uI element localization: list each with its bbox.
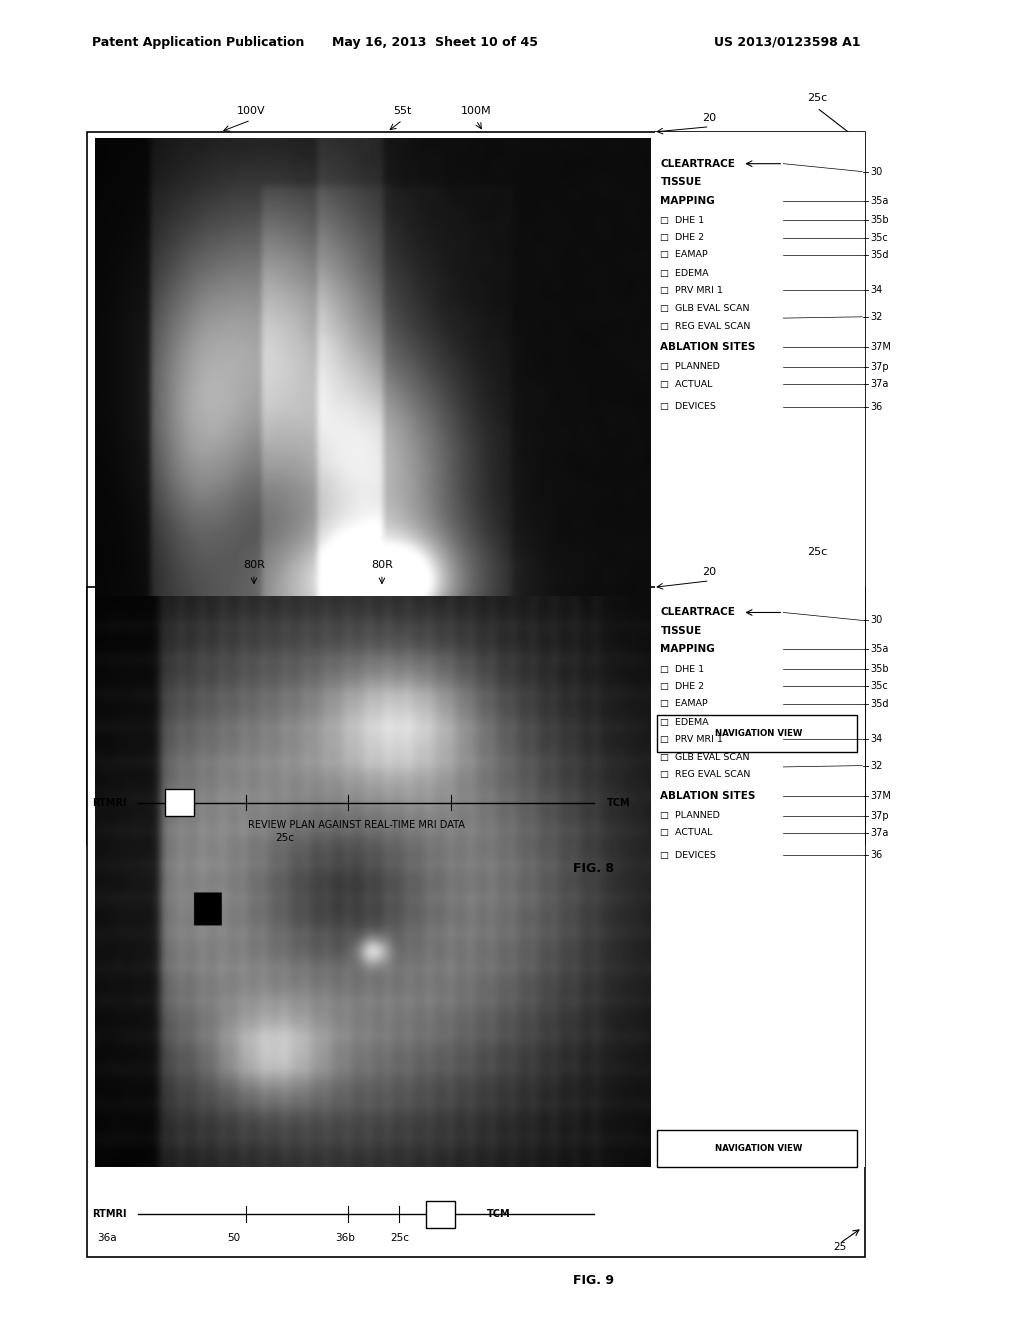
Text: NAVIGATION VIEW: NAVIGATION VIEW <box>715 730 802 738</box>
Text: □  DEVICES: □ DEVICES <box>660 403 717 411</box>
Text: 35d: 35d <box>870 698 889 709</box>
FancyBboxPatch shape <box>655 587 865 1167</box>
Text: 25c: 25c <box>807 92 827 103</box>
Text: FIG. 8: FIG. 8 <box>573 862 614 875</box>
Text: □  REG EVAL SCAN: □ REG EVAL SCAN <box>660 771 751 779</box>
Text: 32: 32 <box>870 760 883 771</box>
Text: □  ACTUAL: □ ACTUAL <box>660 829 713 837</box>
Text: 35d: 35d <box>870 249 889 260</box>
Text: 35b: 35b <box>870 215 889 226</box>
Text: 25c: 25c <box>807 546 827 557</box>
Text: 37a: 37a <box>870 828 889 838</box>
Text: 80R: 80R <box>243 560 265 570</box>
Text: □  EDEMA: □ EDEMA <box>660 718 709 726</box>
Text: □  DHE 1: □ DHE 1 <box>660 216 705 224</box>
Text: CLEARTRACE: CLEARTRACE <box>660 607 735 618</box>
Text: 36b: 36b <box>335 1233 355 1243</box>
Text: 55t: 55t <box>393 106 412 116</box>
Text: 25c: 25c <box>390 1233 409 1243</box>
Text: 37p: 37p <box>870 810 889 821</box>
Text: 32: 32 <box>870 312 883 322</box>
Text: May 16, 2013  Sheet 10 of 45: May 16, 2013 Sheet 10 of 45 <box>332 36 539 49</box>
Text: MAPPING: MAPPING <box>660 644 715 655</box>
Text: □  DHE 2: □ DHE 2 <box>660 234 705 242</box>
Text: □  PRV MRI 1: □ PRV MRI 1 <box>660 286 723 294</box>
Text: □  ACTUAL: □ ACTUAL <box>660 380 713 388</box>
Text: 37M: 37M <box>870 342 891 352</box>
Text: TCM: TCM <box>607 797 631 808</box>
Text: 35a: 35a <box>870 195 889 206</box>
Text: 36: 36 <box>870 850 883 861</box>
Text: RTMRI: RTMRI <box>92 797 127 808</box>
Text: Patent Application Publication: Patent Application Publication <box>92 36 304 49</box>
Text: NAVIGATION VIEW: NAVIGATION VIEW <box>715 1144 802 1152</box>
Text: □  GLB EVAL SCAN: □ GLB EVAL SCAN <box>660 305 750 313</box>
FancyBboxPatch shape <box>426 1201 455 1228</box>
Text: RTMRI: RTMRI <box>92 1209 127 1220</box>
FancyBboxPatch shape <box>87 587 865 1257</box>
Text: □  PRV MRI 1: □ PRV MRI 1 <box>660 735 723 743</box>
Text: 100M: 100M <box>461 106 492 116</box>
Text: MAPPING: MAPPING <box>660 195 715 206</box>
Text: 25: 25 <box>834 1242 846 1253</box>
Text: 50: 50 <box>227 1233 240 1243</box>
Text: 34: 34 <box>870 734 883 744</box>
Text: □  GLB EVAL SCAN: □ GLB EVAL SCAN <box>660 754 750 762</box>
Text: TISSUE: TISSUE <box>660 626 701 636</box>
Text: TISSUE: TISSUE <box>660 177 701 187</box>
Text: □  PLANNED: □ PLANNED <box>660 812 720 820</box>
Text: 30: 30 <box>870 615 883 626</box>
Text: 80R: 80R <box>371 560 393 570</box>
FancyBboxPatch shape <box>655 132 865 752</box>
FancyBboxPatch shape <box>87 132 865 845</box>
Text: 37a: 37a <box>870 379 889 389</box>
Text: □  PLANNED: □ PLANNED <box>660 363 720 371</box>
Text: 35a: 35a <box>870 644 889 655</box>
Text: □  EAMAP: □ EAMAP <box>660 700 709 708</box>
Text: 35c: 35c <box>870 232 888 243</box>
Text: 37M: 37M <box>870 791 891 801</box>
Text: 20: 20 <box>702 112 717 123</box>
Text: CLEARTRACE: CLEARTRACE <box>660 158 735 169</box>
Text: REVIEW PLAN AGAINST REAL-TIME MRI DATA: REVIEW PLAN AGAINST REAL-TIME MRI DATA <box>248 820 465 830</box>
Text: ABLATION SITES: ABLATION SITES <box>660 791 756 801</box>
Text: TCM: TCM <box>486 1209 510 1220</box>
Text: □  REG EVAL SCAN: □ REG EVAL SCAN <box>660 322 751 330</box>
Text: 35c: 35c <box>870 681 888 692</box>
Text: 37p: 37p <box>870 362 889 372</box>
FancyBboxPatch shape <box>657 715 857 752</box>
Text: 35b: 35b <box>870 664 889 675</box>
Text: 25: 25 <box>834 833 846 843</box>
FancyBboxPatch shape <box>165 789 194 816</box>
Text: 100V: 100V <box>237 106 265 116</box>
Text: 34: 34 <box>870 285 883 296</box>
Text: FIG. 9: FIG. 9 <box>573 1274 614 1287</box>
FancyBboxPatch shape <box>657 1130 857 1167</box>
Text: 36a: 36a <box>96 1233 117 1243</box>
Text: 36: 36 <box>870 401 883 412</box>
Text: □  DHE 2: □ DHE 2 <box>660 682 705 690</box>
Text: 25c: 25c <box>275 833 294 843</box>
Text: □  DEVICES: □ DEVICES <box>660 851 717 859</box>
Text: □  EDEMA: □ EDEMA <box>660 269 709 277</box>
Text: □  DHE 1: □ DHE 1 <box>660 665 705 673</box>
Text: ABLATION SITES: ABLATION SITES <box>660 342 756 352</box>
Text: 30: 30 <box>870 166 883 177</box>
Text: □  EAMAP: □ EAMAP <box>660 251 709 259</box>
Text: 20: 20 <box>702 566 717 577</box>
Text: US 2013/0123598 A1: US 2013/0123598 A1 <box>714 36 860 49</box>
